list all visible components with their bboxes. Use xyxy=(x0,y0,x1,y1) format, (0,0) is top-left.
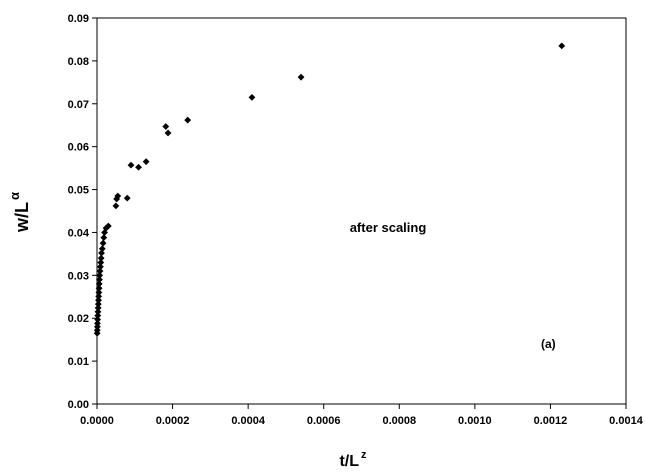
data-point-diamond xyxy=(142,158,150,166)
y-tick-label: 0.08 xyxy=(68,56,89,68)
y-tick-label: 0.06 xyxy=(68,142,89,154)
data-point-diamond xyxy=(104,222,112,230)
x-tick-label: 0.0010 xyxy=(458,415,492,427)
data-point-diamond xyxy=(96,267,104,275)
x-tick-label: 0.0006 xyxy=(307,415,341,427)
x-tick-label: 0.0002 xyxy=(156,415,190,427)
y-axis-title-base: w/L xyxy=(12,202,32,233)
x-tick-label: 0.0000 xyxy=(80,415,114,427)
annotation-after-scaling: after scaling xyxy=(350,220,427,235)
data-point-diamond xyxy=(114,192,122,200)
data-point-diamond xyxy=(184,116,192,124)
data-point-diamond xyxy=(95,289,103,296)
y-tick-label: 0.00 xyxy=(68,399,89,411)
data-point-diamond xyxy=(112,202,120,210)
plot-area-frame xyxy=(96,17,627,405)
data-series xyxy=(93,42,566,337)
data-point-diamond xyxy=(94,308,102,316)
x-tick-label: 0.0014 xyxy=(609,415,644,427)
data-point-diamond xyxy=(135,163,142,171)
data-point-diamond xyxy=(123,194,131,202)
y-tick-label: 0.03 xyxy=(68,270,89,282)
y-tick-label: 0.01 xyxy=(68,356,89,368)
y-tick-label: 0.04 xyxy=(68,227,90,239)
data-point-diamond xyxy=(96,276,103,284)
data-point-diamond xyxy=(96,271,104,279)
data-point-diamond xyxy=(97,263,104,271)
data-point-diamond xyxy=(164,129,172,137)
data-point-diamond xyxy=(97,254,105,262)
data-point-diamond xyxy=(99,239,107,247)
data-point-diamond xyxy=(558,42,566,50)
y-axis-title: w/L α xyxy=(7,192,32,233)
data-point-diamond xyxy=(95,292,103,300)
x-tick-label: 0.0008 xyxy=(382,415,416,427)
data-point-diamond xyxy=(98,249,105,257)
data-point-diamond xyxy=(94,316,102,323)
x-tick-label: 0.0004 xyxy=(231,415,266,427)
data-point-diamond xyxy=(94,304,102,312)
data-point-diamond xyxy=(97,259,105,266)
data-point-diamond xyxy=(94,312,102,320)
data-point-diamond xyxy=(94,300,102,308)
data-point-diamond xyxy=(95,296,102,304)
annotation-panel-label: (a) xyxy=(541,337,556,351)
x-axis-title: t/L z xyxy=(339,449,367,470)
x-axis-title-base: t/L xyxy=(339,453,359,470)
x-axis: 0.0000 0.0002 0.0004 0.0006 0.0008 0.0010 0.00… xyxy=(80,404,644,427)
data-point-diamond xyxy=(248,93,256,101)
data-point-diamond xyxy=(127,161,135,169)
data-point-diamond xyxy=(94,319,101,327)
data-point-diamond xyxy=(98,245,106,253)
data-point-diamond xyxy=(95,284,103,292)
y-tick-label: 0.05 xyxy=(68,185,89,197)
x-tick-label: 0.0012 xyxy=(534,415,568,427)
data-point-diamond xyxy=(297,73,305,81)
data-point-diamond xyxy=(100,234,108,241)
data-point-diamond xyxy=(95,280,103,288)
data-point-diamond xyxy=(162,123,170,130)
y-axis: 0.00 0.01 0.02 0.03 0.04 0.05 0.06 0.07 0.08 0.09 xyxy=(68,13,97,411)
y-tick-label: 0.07 xyxy=(68,99,89,111)
x-axis-title-superscript: z xyxy=(361,449,367,461)
y-tick-label: 0.09 xyxy=(68,13,89,25)
y-tick-label: 0.02 xyxy=(68,313,89,325)
y-axis-title-superscript: α xyxy=(7,192,22,200)
